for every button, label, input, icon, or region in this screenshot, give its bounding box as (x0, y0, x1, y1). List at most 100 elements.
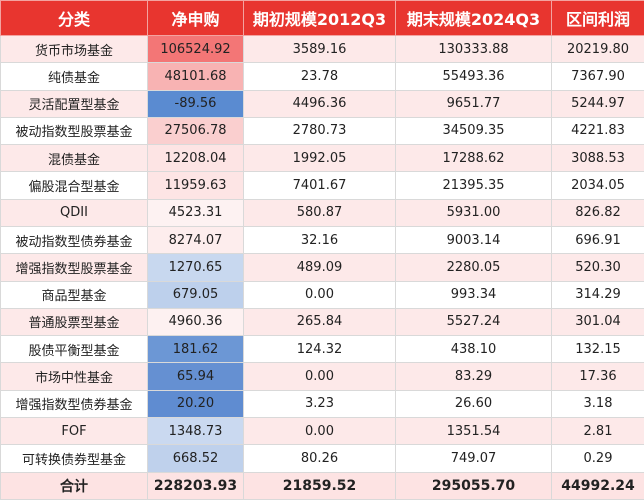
table-row: 灵活配置型基金 -89.56 4496.36 9651.77 5244.97 (0, 89, 644, 118)
value-cell: 0.00 (243, 416, 396, 446)
value-cell: 2780.73 (243, 116, 396, 146)
value-cell: 0.00 (243, 362, 396, 391)
category-cell: 灵活配置型基金 (0, 89, 148, 118)
category-cell: 增强指数型股票基金 (0, 253, 148, 282)
value-cell: 3589.16 (243, 34, 396, 64)
value-cell: 181.62 (147, 335, 244, 364)
value-cell: 826.82 (551, 198, 644, 227)
value-cell: 7367.90 (551, 62, 644, 91)
category-cell: 纯债基金 (0, 62, 148, 91)
table-row: 纯债基金 48101.68 23.78 55493.36 7367.90 (0, 62, 644, 91)
table-row: 混债基金 12208.04 1992.05 17288.62 3088.53 (0, 144, 644, 173)
value-cell: 993.34 (395, 280, 552, 309)
category-cell: 混债基金 (0, 144, 148, 173)
value-cell: 7401.67 (243, 171, 396, 200)
value-cell: 20219.80 (551, 34, 644, 64)
table-row: 股债平衡型基金 181.62 124.32 438.10 132.15 (0, 335, 644, 364)
value-cell: 3088.53 (551, 144, 644, 173)
value-cell: 4960.36 (147, 307, 244, 337)
value-cell: 4523.31 (147, 198, 244, 227)
total-row: 合计 228203.93 21859.52 295055.70 44992.24 (0, 471, 644, 500)
category-cell: 市场中性基金 (0, 362, 148, 391)
value-cell: 17.36 (551, 362, 644, 391)
value-cell: 23.78 (243, 62, 396, 91)
value-cell: 11959.63 (147, 171, 244, 200)
value-cell: -89.56 (147, 89, 244, 118)
value-cell: 80.26 (243, 444, 396, 473)
header-row: 分类 净申购 期初规模2012Q3 期末规模2024Q3 区间利润 (0, 0, 644, 36)
total-cell: 21859.52 (243, 471, 396, 500)
table-row: FOF 1348.73 0.00 1351.54 2.81 (0, 416, 644, 446)
value-cell: 5931.00 (395, 198, 552, 227)
table-row: QDII 4523.31 580.87 5931.00 826.82 (0, 198, 644, 227)
category-cell: 增强指数型债券基金 (0, 389, 148, 418)
value-cell: 26.60 (395, 389, 552, 418)
value-cell: 27506.78 (147, 116, 244, 146)
total-cell: 228203.93 (147, 471, 244, 500)
value-cell: 438.10 (395, 335, 552, 364)
value-cell: 696.91 (551, 225, 644, 255)
value-cell: 106524.92 (147, 34, 244, 64)
value-cell: 55493.36 (395, 62, 552, 91)
table-row: 被动指数型债券基金 8274.07 32.16 9003.14 696.91 (0, 225, 644, 255)
value-cell: 83.29 (395, 362, 552, 391)
value-cell: 3.23 (243, 389, 396, 418)
value-cell: 314.29 (551, 280, 644, 309)
category-cell: FOF (0, 416, 148, 446)
category-cell: 普通股票型基金 (0, 307, 148, 337)
total-cell: 295055.70 (395, 471, 552, 500)
value-cell: 749.07 (395, 444, 552, 473)
category-cell: 货币市场基金 (0, 34, 148, 64)
value-cell: 5527.24 (395, 307, 552, 337)
category-cell: 被动指数型股票基金 (0, 116, 148, 146)
table-row: 增强指数型债券基金 20.20 3.23 26.60 3.18 (0, 389, 644, 418)
value-cell: 520.30 (551, 253, 644, 282)
table-row: 增强指数型股票基金 1270.65 489.09 2280.05 520.30 (0, 253, 644, 282)
value-cell: 32.16 (243, 225, 396, 255)
total-cell: 44992.24 (551, 471, 644, 500)
header-cell: 期初规模2012Q3 (243, 0, 396, 36)
value-cell: 1351.54 (395, 416, 552, 446)
table-row: 普通股票型基金 4960.36 265.84 5527.24 301.04 (0, 307, 644, 337)
value-cell: 20.20 (147, 389, 244, 418)
header-cell: 期末规模2024Q3 (395, 0, 552, 36)
value-cell: 132.15 (551, 335, 644, 364)
value-cell: 65.94 (147, 362, 244, 391)
value-cell: 580.87 (243, 198, 396, 227)
table-row: 可转换债券型基金 668.52 80.26 749.07 0.29 (0, 444, 644, 473)
value-cell: 130333.88 (395, 34, 552, 64)
category-cell: 被动指数型债券基金 (0, 225, 148, 255)
category-cell: 偏股混合型基金 (0, 171, 148, 200)
value-cell: 4496.36 (243, 89, 396, 118)
value-cell: 489.09 (243, 253, 396, 282)
table-row: 被动指数型股票基金 27506.78 2780.73 34509.35 4221.83 (0, 116, 644, 146)
value-cell: 0.00 (243, 280, 396, 309)
value-cell: 8274.07 (147, 225, 244, 255)
header-cell: 分类 (0, 0, 148, 36)
table-row: 市场中性基金 65.94 0.00 83.29 17.36 (0, 362, 644, 391)
total-cell: 合计 (0, 471, 148, 500)
value-cell: 0.29 (551, 444, 644, 473)
value-cell: 1992.05 (243, 144, 396, 173)
category-cell: 股债平衡型基金 (0, 335, 148, 364)
value-cell: 2034.05 (551, 171, 644, 200)
value-cell: 21395.35 (395, 171, 552, 200)
value-cell: 12208.04 (147, 144, 244, 173)
value-cell: 34509.35 (395, 116, 552, 146)
value-cell: 48101.68 (147, 62, 244, 91)
header-cell: 区间利润 (551, 0, 644, 36)
value-cell: 17288.62 (395, 144, 552, 173)
value-cell: 265.84 (243, 307, 396, 337)
category-cell: 商品型基金 (0, 280, 148, 309)
table-row: 商品型基金 679.05 0.00 993.34 314.29 (0, 280, 644, 309)
value-cell: 3.18 (551, 389, 644, 418)
value-cell: 301.04 (551, 307, 644, 337)
category-cell: QDII (0, 198, 148, 227)
value-cell: 5244.97 (551, 89, 644, 118)
value-cell: 668.52 (147, 444, 244, 473)
table-row: 货币市场基金 106524.92 3589.16 130333.88 20219.80 (0, 34, 644, 64)
value-cell: 2280.05 (395, 253, 552, 282)
value-cell: 9651.77 (395, 89, 552, 118)
table-body: 货币市场基金 106524.92 3589.16 130333.88 20219.80 纯… (0, 34, 644, 500)
value-cell: 1348.73 (147, 416, 244, 446)
